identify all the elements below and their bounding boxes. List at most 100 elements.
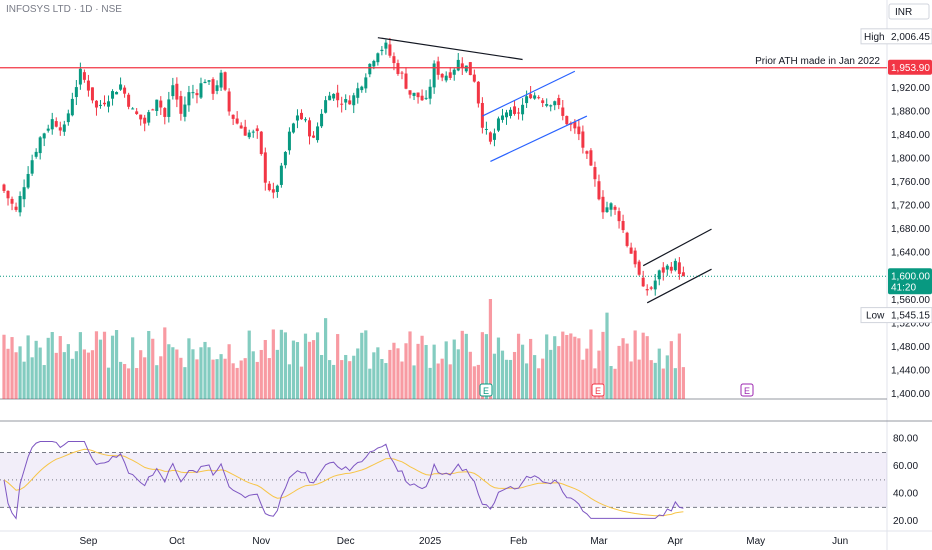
candle-body (10, 198, 14, 204)
time-tick-label: Dec (337, 536, 355, 547)
volume-bar (428, 367, 432, 399)
candle-body (231, 114, 235, 119)
volume-bar (605, 312, 609, 399)
volume-bar (673, 368, 677, 399)
volume-bar (263, 339, 267, 399)
volume-bar (332, 364, 336, 399)
volume-bar (364, 330, 368, 399)
volume-bar (621, 338, 625, 399)
volume-bar (18, 346, 22, 399)
candle-body (416, 92, 420, 98)
volume-bars (2, 299, 685, 399)
candle-body (605, 207, 609, 213)
volume-bar (159, 356, 163, 399)
candle-body (621, 221, 625, 231)
volume-bar (504, 359, 509, 399)
volume-bar (231, 363, 235, 399)
volume-bar (46, 337, 50, 399)
volume-bar (167, 344, 171, 399)
volume-bar (303, 333, 308, 399)
volume-bar (22, 361, 26, 399)
time-tick-label: Oct (169, 536, 185, 547)
time-tick-label: Jun (832, 536, 848, 547)
volume-bar (127, 368, 131, 399)
candle-body (500, 115, 504, 120)
candle-body (143, 117, 147, 124)
volume-bar (468, 351, 472, 399)
time-tick-label: Mar (590, 536, 608, 547)
price-tick-label: 1,800.00 (891, 153, 930, 164)
volume-bar (440, 358, 444, 399)
volume-bar (432, 344, 436, 399)
candle-body (332, 93, 336, 99)
candle-body (86, 80, 90, 91)
volume-bar (171, 347, 175, 399)
volume-bar (344, 354, 348, 399)
volume-bar (496, 337, 501, 399)
candle-body (412, 92, 416, 96)
low-marker-value: 1,545.15 (891, 311, 930, 322)
candle-body (521, 104, 525, 115)
candle-body (18, 196, 22, 213)
candle-body (308, 120, 312, 137)
candle-body (215, 85, 219, 91)
candle-body (263, 152, 267, 183)
candle-body (299, 112, 303, 120)
volume-bar (480, 332, 484, 399)
candle-body (2, 184, 6, 191)
candle-body (669, 266, 673, 271)
candle-body (380, 49, 384, 52)
candle-body (513, 106, 517, 114)
candle-body (219, 72, 223, 88)
trendline (490, 115, 588, 162)
volume-bar (601, 331, 605, 399)
candle-body (62, 124, 66, 132)
candle-body (613, 206, 617, 210)
volume-bar (90, 350, 95, 399)
volume-bar (645, 336, 649, 399)
candle-body (275, 185, 279, 192)
volume-bar (448, 364, 452, 399)
time-tick-label: Nov (252, 536, 270, 547)
volume-bar (26, 335, 30, 399)
volume-bar (436, 363, 440, 399)
candle-body (432, 63, 436, 88)
volume-bar (637, 359, 641, 399)
candle-body (211, 79, 215, 94)
volume-bar (641, 332, 645, 399)
currency-box (888, 3, 930, 20)
volume-bar (307, 341, 312, 399)
candle-body (573, 122, 577, 129)
candle-body (448, 72, 452, 78)
rsi-line (3, 441, 684, 520)
candle-body (368, 63, 372, 75)
candle-body (243, 126, 247, 136)
volume-bar (384, 363, 388, 399)
candle-body (561, 107, 565, 116)
volume-bar (500, 350, 505, 399)
candle-body (549, 105, 553, 107)
candle-body (468, 62, 472, 76)
volume-bar (340, 360, 344, 399)
volume-bar (251, 351, 255, 399)
price-tick-label: 1,560.00 (891, 295, 930, 306)
volume-bar (529, 338, 533, 399)
volume-bar (376, 347, 380, 399)
candle-body (392, 56, 396, 64)
candle-body (553, 101, 557, 106)
volume-bar (484, 334, 488, 399)
price-tick-label: 1,520.00 (891, 318, 930, 329)
volume-bar (460, 330, 464, 399)
earnings-badge-label: E (744, 386, 750, 396)
high-marker-label: High (864, 32, 885, 43)
earnings-badge-label: E (595, 386, 601, 396)
candle-body (404, 73, 408, 89)
candle-body (424, 97, 428, 99)
candle-body (376, 53, 380, 63)
candle-body (255, 128, 259, 132)
volume-bar (114, 330, 119, 399)
candle-body (78, 68, 82, 85)
candle-body (372, 60, 376, 67)
